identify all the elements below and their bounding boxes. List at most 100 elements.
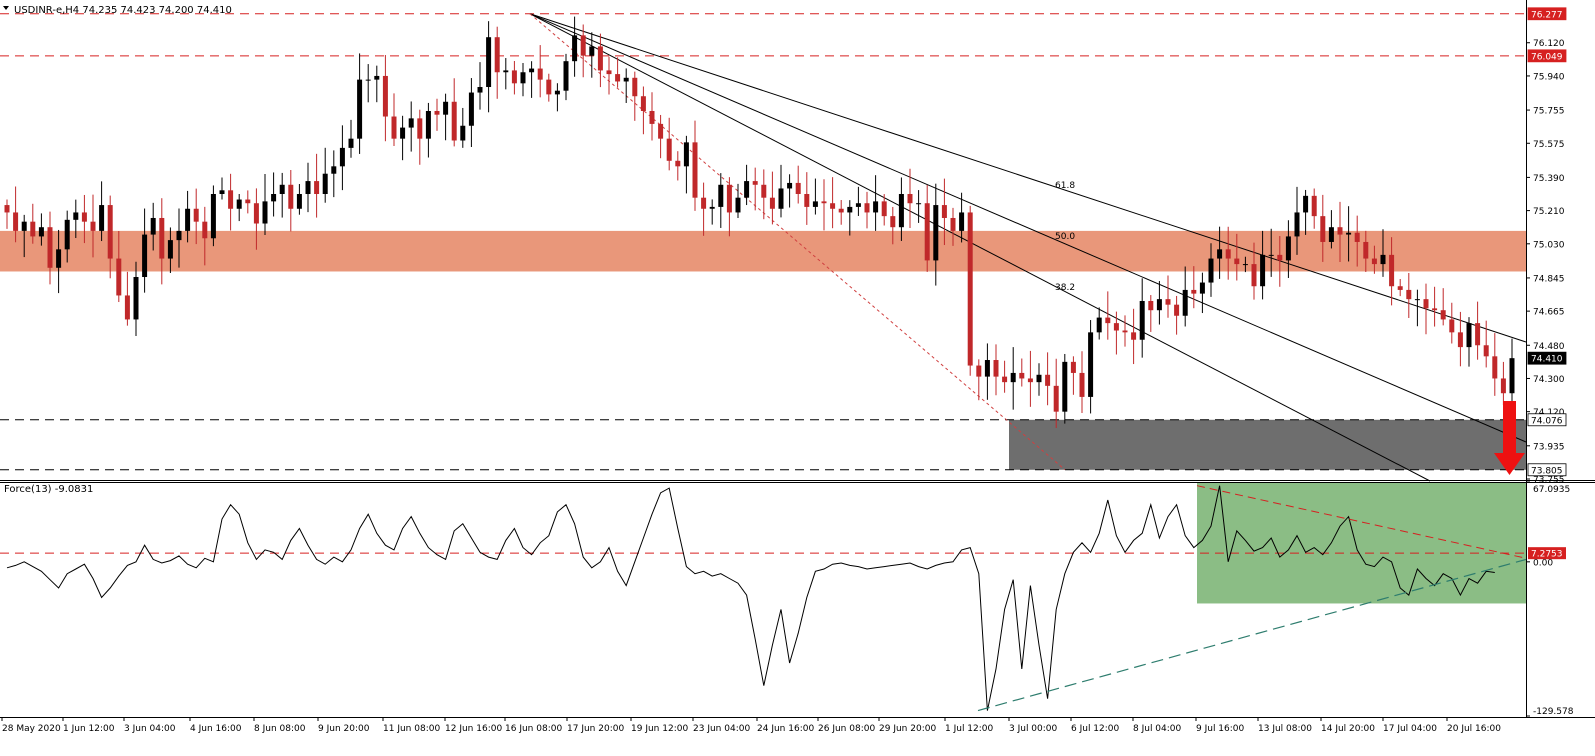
candle-body <box>1492 356 1498 379</box>
candle-body <box>357 79 363 139</box>
candle <box>572 16 578 77</box>
candle <box>193 188 199 245</box>
candle-body <box>331 166 337 174</box>
candle-body <box>589 46 595 56</box>
fan-label-38.2: 38.2 <box>1055 283 1075 293</box>
candle <box>262 174 268 236</box>
x-tick-label: 16 Jun 08:00 <box>505 724 562 734</box>
candle <box>907 168 913 228</box>
candle <box>4 199 10 229</box>
candle-body <box>400 127 406 139</box>
candle-body <box>967 212 973 366</box>
candle-body <box>520 72 526 84</box>
candle-body <box>365 79 371 81</box>
candle <box>503 58 509 90</box>
candle <box>1079 351 1085 414</box>
candle <box>812 178 818 215</box>
candle <box>984 343 990 400</box>
candle-body <box>21 221 27 231</box>
candle-body <box>159 217 165 259</box>
candle-body <box>451 101 457 141</box>
x-tick-label: 13 Jul 08:00 <box>1258 724 1312 734</box>
candle <box>1389 237 1395 306</box>
candle-body <box>1432 308 1438 311</box>
candle <box>494 26 500 99</box>
candle-body <box>176 230 182 241</box>
candle <box>769 171 775 225</box>
candle-body <box>1251 264 1257 287</box>
candle <box>1483 320 1489 368</box>
candle <box>804 172 810 225</box>
x-tick-label: 6 Jul 12:00 <box>1071 724 1120 734</box>
candle-body <box>623 77 629 82</box>
force-y-tick-label: 0.00 <box>1533 558 1553 568</box>
candle <box>1139 278 1145 358</box>
candle-body <box>219 190 225 194</box>
candle <box>150 202 156 251</box>
candle <box>90 194 96 258</box>
candle-body <box>314 181 320 194</box>
price-label-76.277: 76.277 <box>1531 10 1563 20</box>
candle-body <box>959 212 965 231</box>
candle <box>623 68 629 103</box>
candle <box>391 93 397 147</box>
candle-body <box>787 182 793 189</box>
candle-body <box>142 234 148 278</box>
candle-body <box>511 70 517 84</box>
candle <box>1475 301 1481 360</box>
candle <box>821 179 827 231</box>
candle-body <box>881 201 887 217</box>
candle-body <box>107 205 113 259</box>
price-label-box <box>1527 463 1567 477</box>
candle-body <box>1242 264 1248 266</box>
candle <box>752 167 758 211</box>
y-tick-label: 75.940 <box>1533 72 1565 82</box>
candle <box>210 185 216 247</box>
candle-body <box>1096 317 1102 333</box>
candle-body <box>348 138 354 148</box>
candle-body <box>1466 323 1472 348</box>
candle <box>589 32 595 78</box>
candle <box>709 199 715 225</box>
x-tick-label: 1 Jul 12:00 <box>945 724 994 734</box>
candle-body <box>855 203 861 207</box>
candle <box>348 119 354 158</box>
candle-body <box>167 240 173 259</box>
candle <box>451 78 457 147</box>
candle <box>640 86 646 135</box>
candle <box>417 109 423 165</box>
candle <box>1260 230 1266 300</box>
x-tick-label: 20 Jul 16:00 <box>1447 724 1501 734</box>
candle-body <box>1277 254 1283 261</box>
symbol-dropdown-icon[interactable] <box>3 6 9 10</box>
candle-body <box>554 90 560 95</box>
candle <box>1156 281 1162 325</box>
candle <box>1406 272 1412 318</box>
candle <box>1199 272 1205 314</box>
candle <box>1371 245 1377 274</box>
candle <box>924 185 930 272</box>
candle-body <box>744 181 750 198</box>
candle-body <box>1320 216 1326 242</box>
candle <box>167 227 173 273</box>
candle <box>726 177 732 237</box>
candle-body <box>1191 289 1197 294</box>
candle <box>1113 311 1119 355</box>
candle-body <box>1354 232 1360 242</box>
candle <box>1251 242 1257 300</box>
x-tick-label: 11 Jun 08:00 <box>383 724 440 734</box>
candle-body <box>1079 372 1085 397</box>
candle <box>1423 283 1429 335</box>
candle <box>1492 333 1498 396</box>
x-tick-label: 26 Jun 08:00 <box>818 724 875 734</box>
candle-body <box>606 70 612 75</box>
candle-body <box>830 203 836 209</box>
candle-body <box>950 217 956 231</box>
candle <box>1174 295 1180 335</box>
candle <box>1234 233 1240 281</box>
candle <box>13 186 19 243</box>
candle-body <box>1027 378 1033 383</box>
candle <box>1096 307 1102 340</box>
candle <box>1070 356 1076 395</box>
candle <box>133 261 139 337</box>
